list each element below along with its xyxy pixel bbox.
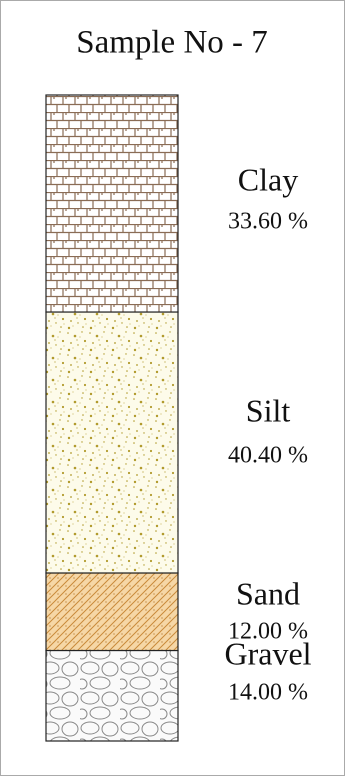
layer	[45, 94, 179, 313]
layer	[45, 311, 179, 574]
layer-name: Silt	[246, 392, 291, 428]
layer	[45, 649, 179, 742]
layer-percent: 40.40 %	[228, 443, 308, 469]
layer-name: Gravel	[224, 635, 311, 671]
layer-percent: 12.00 %	[228, 619, 308, 645]
layer-percent: 33.60 %	[228, 209, 308, 235]
layer	[45, 572, 179, 652]
layer-name: Sand	[236, 575, 300, 611]
layer-name: Clay	[238, 161, 298, 197]
chart-title: Sample No - 7	[76, 25, 268, 61]
layer-percent: 14.00 %	[228, 680, 308, 706]
